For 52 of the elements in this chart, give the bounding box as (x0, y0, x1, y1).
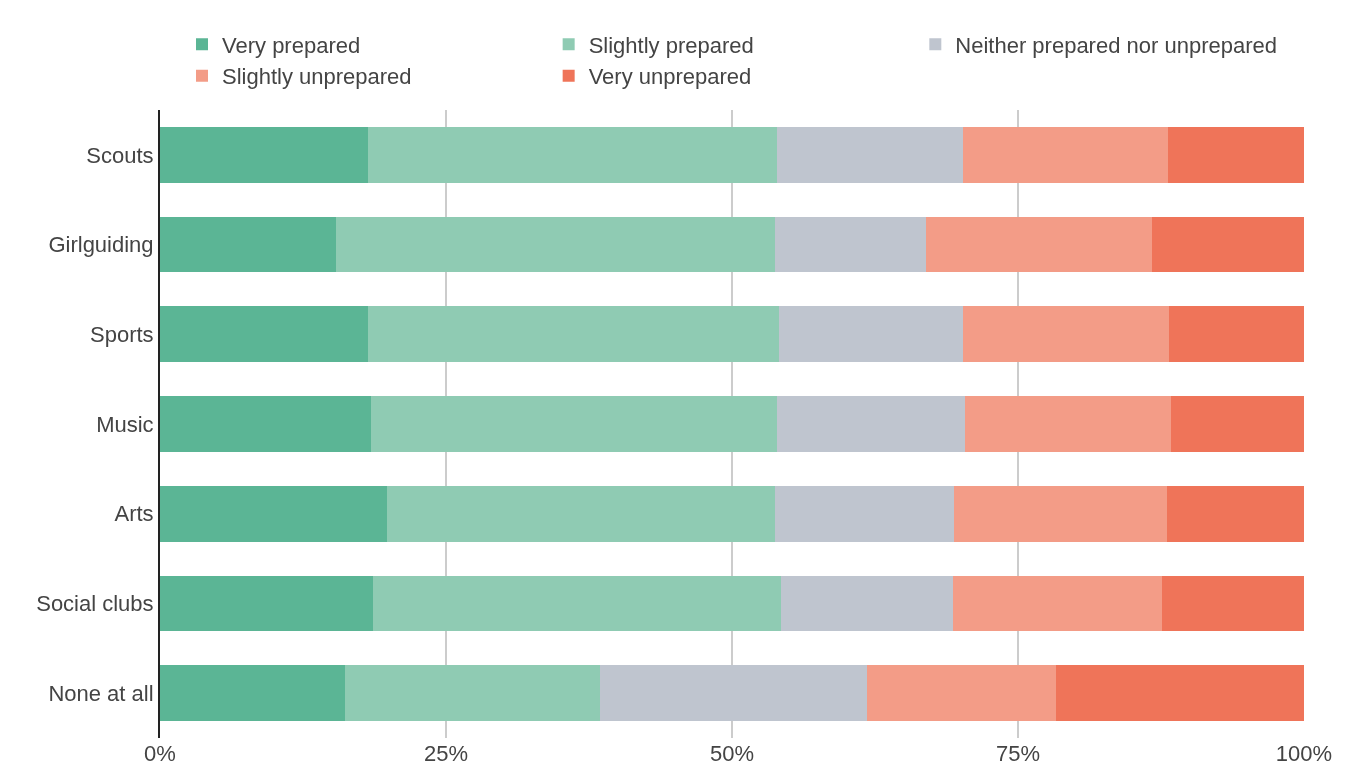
y-tick-label: Arts (114, 501, 154, 527)
x-tick-label: 75% (995, 741, 1041, 766)
bar (776, 127, 964, 183)
bar (1151, 216, 1304, 273)
bar (776, 396, 966, 452)
bar (1162, 575, 1304, 632)
y-tick-label: Social clubs (36, 591, 154, 617)
bar (953, 485, 1167, 542)
legend-label: Slightly prepared (588, 32, 754, 58)
bar (775, 485, 954, 542)
legend-label: Neither prepared nor unprepared (955, 32, 1277, 58)
bar (1171, 396, 1304, 452)
legend-label: Slightly unprepared (222, 64, 412, 90)
bar (160, 485, 387, 542)
legend-label: Very unprepared (588, 64, 752, 90)
bar (386, 485, 776, 542)
x-tick-label: 100% (1275, 741, 1333, 766)
bar (963, 127, 1168, 183)
y-tick-label: Sports (90, 321, 154, 347)
x-tick-label: 25% (423, 741, 469, 766)
bar (336, 216, 776, 273)
bar (965, 396, 1172, 452)
bar (926, 216, 1152, 273)
y-tick-label: None at all (48, 680, 154, 706)
bar (160, 216, 337, 273)
bar (600, 665, 867, 721)
bar (952, 575, 1163, 632)
bar (866, 665, 1056, 721)
bar (1167, 127, 1304, 183)
y-tick-label: Scouts (86, 142, 154, 168)
bar (345, 665, 601, 721)
bar (372, 575, 782, 632)
bar (160, 306, 369, 363)
bar (160, 127, 369, 183)
bar (1169, 306, 1304, 363)
x-tick-label: 50% (709, 741, 755, 766)
y-tick-label: Music (96, 411, 154, 437)
bar (1055, 665, 1304, 721)
bar (778, 306, 964, 363)
bar (368, 306, 779, 363)
bar (781, 575, 953, 632)
x-tick-label: 0% (144, 741, 176, 766)
bar (160, 575, 373, 632)
bar (1166, 485, 1304, 542)
bar (370, 396, 777, 452)
legend-label: Very prepared (222, 32, 361, 58)
bar (160, 396, 371, 452)
bar (775, 216, 927, 273)
bar (368, 127, 777, 183)
y-tick-label: Girlguiding (48, 232, 154, 258)
bar (963, 306, 1170, 363)
bar (160, 665, 346, 721)
